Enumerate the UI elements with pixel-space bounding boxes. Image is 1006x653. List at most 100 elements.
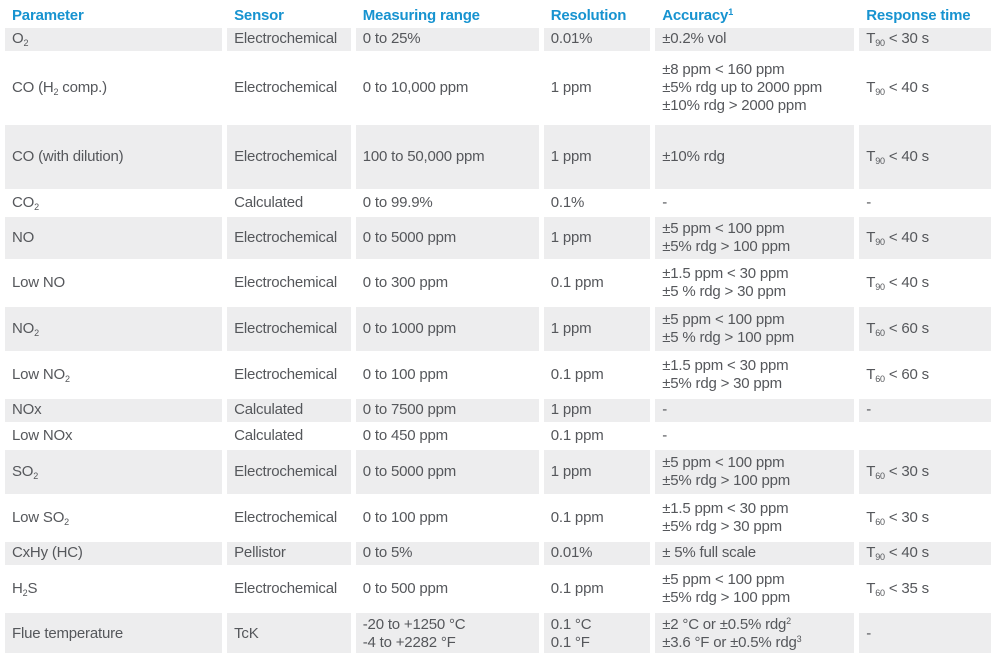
cell-accuracy: ±5 ppm < 100 ppm ±5% rdg > 100 ppm (655, 450, 855, 494)
cell-sensor: Electrochemical (227, 261, 351, 305)
cell-resolution: 1 ppm (543, 307, 651, 351)
table-row: Low SO2 Electrochemical 0 to 100 ppm 0.1… (5, 496, 991, 540)
cell-accuracy: ±1.5 ppm < 30 ppm ±5 % rdg > 30 ppm (655, 261, 855, 305)
table-row: NOx Calculated 0 to 7500 ppm 1 ppm - - (5, 399, 991, 422)
cell-accuracy: ±2 °C or ±0.5% rdg2 ±3.6 °F or ±0.5% rdg3 (655, 613, 855, 653)
cell-accuracy: ±0.2% vol (655, 28, 855, 51)
cell-measuring-range: 0 to 450 ppm (355, 424, 539, 448)
cell-accuracy: ±1.5 ppm < 30 ppm ±5% rdg > 30 ppm (655, 353, 855, 397)
cell-measuring-range: -20 to +1250 °C -4 to +2282 °F (355, 613, 539, 653)
cell-parameter: H2S (5, 567, 223, 611)
cell-parameter: Flue temperature (5, 613, 223, 653)
cell-response-time: T90 < 40 s (859, 125, 991, 189)
cell-resolution: 0.1 ppm (543, 353, 651, 397)
column-header-resolution: Resolution (543, 2, 651, 26)
cell-measuring-range: 0 to 7500 ppm (355, 399, 539, 422)
column-header-parameter: Parameter (5, 2, 223, 26)
cell-resolution: 1 ppm (543, 125, 651, 189)
table-row: Low NO Electrochemical 0 to 300 ppm 0.1 … (5, 261, 991, 305)
cell-response-time: T60 < 35 s (859, 567, 991, 611)
table-row: CO2 Calculated 0 to 99.9% 0.1% - - (5, 191, 991, 215)
cell-response-time: - (859, 191, 991, 215)
cell-resolution: 0.1 °C 0.1 °F (543, 613, 651, 653)
cell-response-time: T60 < 60 s (859, 353, 991, 397)
cell-parameter: Low SO2 (5, 496, 223, 540)
header-row: Parameter Sensor Measuring range Resolut… (5, 2, 991, 26)
cell-response-time: T90 < 40 s (859, 53, 991, 123)
cell-resolution: 0.1 ppm (543, 496, 651, 540)
cell-sensor: Electrochemical (227, 125, 351, 189)
cell-parameter: CO2 (5, 191, 223, 215)
cell-measuring-range: 0 to 99.9% (355, 191, 539, 215)
cell-sensor: Electrochemical (227, 28, 351, 51)
cell-accuracy: - (655, 424, 855, 448)
cell-parameter: NO (5, 217, 223, 259)
cell-response-time: - (859, 399, 991, 422)
cell-sensor: Electrochemical (227, 496, 351, 540)
cell-resolution: 0.1 ppm (543, 567, 651, 611)
cell-sensor: Electrochemical (227, 307, 351, 351)
cell-sensor: Electrochemical (227, 217, 351, 259)
cell-sensor: Calculated (227, 191, 351, 215)
cell-measuring-range: 0 to 100 ppm (355, 353, 539, 397)
cell-parameter: CO (H2 comp.) (5, 53, 223, 123)
table-row: NO Electrochemical 0 to 5000 ppm 1 ppm ±… (5, 217, 991, 259)
table-body: O2 Electrochemical 0 to 25% 0.01% ±0.2% … (5, 28, 991, 653)
cell-measuring-range: 0 to 300 ppm (355, 261, 539, 305)
cell-resolution: 1 ppm (543, 450, 651, 494)
cell-sensor: Electrochemical (227, 53, 351, 123)
cell-sensor: Electrochemical (227, 353, 351, 397)
cell-accuracy: ±10% rdg (655, 125, 855, 189)
cell-accuracy: ±5 ppm < 100 ppm ±5% rdg > 100 ppm (655, 567, 855, 611)
column-header-response-time: Response time (859, 2, 991, 26)
cell-parameter: CxHy (HC) (5, 542, 223, 565)
table-header: Parameter Sensor Measuring range Resolut… (5, 2, 991, 26)
cell-resolution: 0.01% (543, 542, 651, 565)
cell-accuracy: - (655, 399, 855, 422)
table-row: CxHy (HC) Pellistor 0 to 5% 0.01% ± 5% f… (5, 542, 991, 565)
table-row: H2S Electrochemical 0 to 500 ppm 0.1 ppm… (5, 567, 991, 611)
cell-measuring-range: 0 to 5000 ppm (355, 450, 539, 494)
cell-resolution: 0.1 ppm (543, 424, 651, 448)
cell-measuring-range: 0 to 10,000 ppm (355, 53, 539, 123)
cell-sensor: Electrochemical (227, 450, 351, 494)
cell-response-time: T90 < 30 s (859, 28, 991, 51)
column-header-measuring-range: Measuring range (355, 2, 539, 26)
table-row: Low NOx Calculated 0 to 450 ppm 0.1 ppm … (5, 424, 991, 448)
cell-resolution: 1 ppm (543, 53, 651, 123)
cell-measuring-range: 0 to 1000 ppm (355, 307, 539, 351)
cell-response-time: T60 < 60 s (859, 307, 991, 351)
cell-accuracy: ±5 ppm < 100 ppm ±5% rdg > 100 ppm (655, 217, 855, 259)
cell-response-time: T60 < 30 s (859, 450, 991, 494)
cell-resolution: 1 ppm (543, 217, 651, 259)
table-row: CO (H2 comp.) Electrochemical 0 to 10,00… (5, 53, 991, 123)
cell-resolution: 0.01% (543, 28, 651, 51)
table-row: O2 Electrochemical 0 to 25% 0.01% ±0.2% … (5, 28, 991, 51)
cell-parameter: Low NOx (5, 424, 223, 448)
cell-accuracy: ± 5% full scale (655, 542, 855, 565)
cell-response-time: T90 < 40 s (859, 261, 991, 305)
cell-parameter: CO (with dilution) (5, 125, 223, 189)
cell-parameter: Low NO2 (5, 353, 223, 397)
cell-sensor: Calculated (227, 424, 351, 448)
cell-accuracy: ±1.5 ppm < 30 ppm ±5% rdg > 30 ppm (655, 496, 855, 540)
cell-response-time: T60 < 30 s (859, 496, 991, 540)
table-row: CO (with dilution) Electrochemical 100 t… (5, 125, 991, 189)
cell-sensor: Calculated (227, 399, 351, 422)
cell-parameter: NO2 (5, 307, 223, 351)
cell-resolution: 1 ppm (543, 399, 651, 422)
cell-measuring-range: 0 to 100 ppm (355, 496, 539, 540)
cell-measuring-range: 0 to 500 ppm (355, 567, 539, 611)
cell-measuring-range: 0 to 5000 ppm (355, 217, 539, 259)
column-header-sensor: Sensor (227, 2, 351, 26)
cell-response-time: T90 < 40 s (859, 542, 991, 565)
cell-measuring-range: 0 to 5% (355, 542, 539, 565)
cell-accuracy: ±8 ppm < 160 ppm ±5% rdg up to 2000 ppm ±1… (655, 53, 855, 123)
cell-sensor: Pellistor (227, 542, 351, 565)
table-row: NO2 Electrochemical 0 to 1000 ppm 1 ppm … (5, 307, 991, 351)
cell-sensor: Electrochemical (227, 567, 351, 611)
table-row: Flue temperature TcK -20 to +1250 °C -4 t… (5, 613, 991, 653)
cell-resolution: 0.1% (543, 191, 651, 215)
cell-parameter: Low NO (5, 261, 223, 305)
